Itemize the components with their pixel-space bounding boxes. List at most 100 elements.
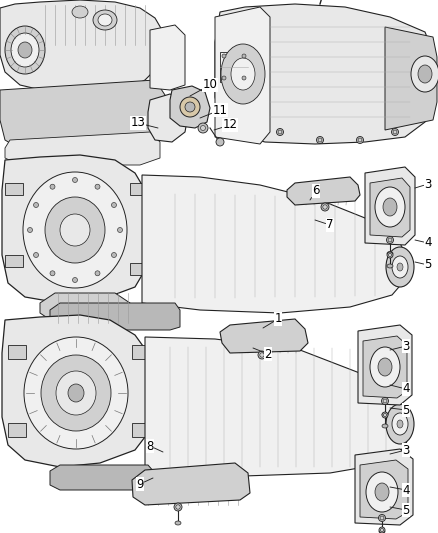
Ellipse shape — [117, 228, 123, 232]
Ellipse shape — [383, 198, 397, 216]
Ellipse shape — [24, 337, 128, 449]
Text: 2: 2 — [253, 348, 272, 360]
Ellipse shape — [176, 505, 180, 509]
Ellipse shape — [382, 412, 388, 418]
Ellipse shape — [222, 54, 226, 58]
Text: 6: 6 — [310, 184, 320, 200]
Ellipse shape — [258, 351, 266, 359]
Ellipse shape — [95, 184, 100, 189]
Ellipse shape — [378, 514, 385, 521]
Ellipse shape — [411, 56, 438, 92]
Ellipse shape — [323, 205, 327, 209]
Text: 4: 4 — [390, 383, 410, 395]
Polygon shape — [370, 178, 410, 237]
Polygon shape — [365, 167, 415, 245]
Polygon shape — [358, 325, 412, 405]
Ellipse shape — [174, 503, 182, 511]
Bar — [5, 255, 23, 267]
Ellipse shape — [387, 252, 393, 255]
Ellipse shape — [72, 6, 88, 18]
Ellipse shape — [393, 130, 397, 134]
Polygon shape — [40, 293, 130, 323]
Polygon shape — [2, 155, 145, 303]
Polygon shape — [5, 132, 160, 165]
Polygon shape — [355, 449, 413, 525]
Ellipse shape — [68, 384, 84, 402]
Ellipse shape — [18, 42, 32, 58]
Polygon shape — [170, 86, 210, 128]
Text: 8: 8 — [146, 440, 163, 453]
Polygon shape — [215, 4, 433, 144]
Ellipse shape — [73, 278, 78, 282]
Ellipse shape — [375, 187, 405, 227]
Ellipse shape — [175, 521, 181, 525]
Bar — [130, 183, 148, 195]
Text: 11: 11 — [200, 103, 227, 118]
Ellipse shape — [382, 413, 388, 416]
Text: 3: 3 — [415, 177, 432, 190]
Ellipse shape — [231, 58, 255, 90]
Ellipse shape — [278, 130, 282, 134]
Ellipse shape — [389, 253, 392, 257]
Ellipse shape — [198, 123, 208, 133]
Ellipse shape — [28, 228, 32, 232]
Bar — [220, 52, 248, 82]
Polygon shape — [8, 423, 26, 437]
Ellipse shape — [221, 44, 265, 104]
Ellipse shape — [216, 138, 224, 146]
Ellipse shape — [392, 413, 408, 435]
Ellipse shape — [56, 371, 96, 415]
Ellipse shape — [201, 125, 205, 131]
Ellipse shape — [321, 203, 329, 211]
Ellipse shape — [388, 238, 392, 242]
Polygon shape — [0, 0, 162, 95]
Ellipse shape — [387, 264, 393, 268]
Polygon shape — [142, 175, 408, 313]
Ellipse shape — [378, 358, 392, 376]
Ellipse shape — [386, 237, 393, 244]
Ellipse shape — [418, 65, 432, 83]
Ellipse shape — [383, 399, 387, 403]
Ellipse shape — [60, 214, 90, 246]
Ellipse shape — [317, 136, 324, 143]
Polygon shape — [148, 94, 188, 142]
Ellipse shape — [397, 420, 403, 428]
Ellipse shape — [387, 252, 393, 258]
Ellipse shape — [380, 528, 384, 531]
Text: 3: 3 — [390, 340, 410, 352]
Text: 13: 13 — [131, 117, 158, 130]
Polygon shape — [220, 319, 308, 353]
Ellipse shape — [386, 247, 414, 287]
Ellipse shape — [380, 516, 384, 520]
Ellipse shape — [50, 271, 55, 276]
Ellipse shape — [370, 347, 400, 387]
Text: 9: 9 — [136, 478, 153, 490]
Polygon shape — [145, 337, 410, 477]
Polygon shape — [132, 345, 150, 359]
Polygon shape — [50, 303, 180, 330]
Polygon shape — [132, 463, 250, 505]
Text: 5: 5 — [390, 504, 410, 516]
Text: 12: 12 — [214, 118, 237, 132]
Ellipse shape — [379, 529, 385, 533]
Ellipse shape — [185, 102, 195, 112]
Ellipse shape — [358, 138, 362, 142]
Ellipse shape — [73, 177, 78, 182]
Ellipse shape — [260, 353, 264, 357]
Polygon shape — [132, 423, 150, 437]
Ellipse shape — [392, 128, 399, 135]
Ellipse shape — [23, 172, 127, 288]
Polygon shape — [150, 25, 185, 90]
Text: 3: 3 — [390, 443, 410, 456]
Ellipse shape — [386, 404, 414, 444]
Ellipse shape — [357, 136, 364, 143]
Ellipse shape — [397, 263, 403, 271]
Ellipse shape — [383, 414, 387, 417]
Ellipse shape — [11, 33, 39, 67]
Text: 1: 1 — [263, 312, 282, 328]
Ellipse shape — [45, 197, 105, 263]
Ellipse shape — [34, 253, 39, 257]
Polygon shape — [287, 177, 360, 205]
Ellipse shape — [112, 203, 117, 207]
Text: 10: 10 — [190, 78, 217, 96]
